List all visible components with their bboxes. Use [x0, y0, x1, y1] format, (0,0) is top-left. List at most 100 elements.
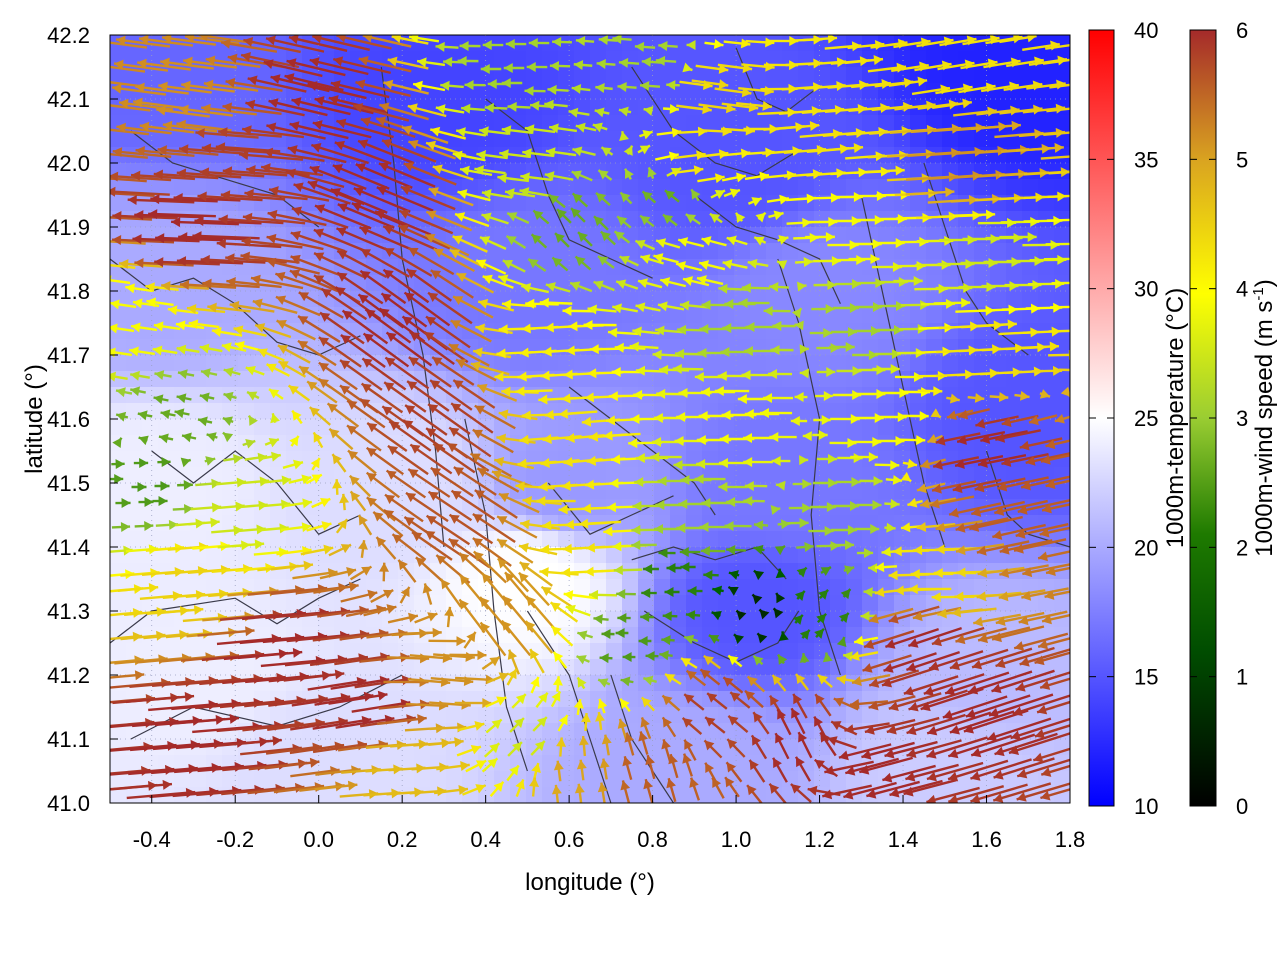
temperature-cell — [894, 419, 911, 436]
temperature-cell — [574, 483, 591, 500]
temperature-cell — [398, 275, 415, 292]
temperature-cell — [510, 531, 527, 548]
temperature-cell — [158, 179, 175, 196]
temperature-cell — [126, 355, 143, 372]
temperature-cell — [542, 371, 559, 388]
temperature-cell — [926, 307, 943, 324]
temperature-cell — [558, 419, 575, 436]
temperature-cell — [366, 771, 383, 788]
temperature-cell — [798, 179, 815, 196]
temperature-cell — [798, 467, 815, 484]
temperature-cell — [222, 403, 239, 420]
temperature-cell — [254, 355, 271, 372]
temperature-cell — [590, 771, 607, 788]
temperature-cell — [206, 659, 223, 676]
temperature-cell — [926, 355, 943, 372]
temperature-cell — [142, 531, 159, 548]
temperature-cell — [510, 515, 527, 532]
temperature-cell — [814, 547, 831, 564]
temperature-cell — [462, 67, 479, 84]
temperature-cell — [606, 771, 623, 788]
temperature-cell — [318, 467, 335, 484]
temperature-cell — [510, 611, 527, 628]
temperature-cell — [990, 355, 1007, 372]
temperature-cell — [558, 163, 575, 180]
temperature-cell — [542, 211, 559, 228]
wind-arrow-head — [89, 76, 99, 86]
temperature-cell — [798, 131, 815, 148]
temperature-cell — [750, 387, 767, 404]
wind-arrow-head — [94, 236, 103, 246]
temperature-cell — [590, 131, 607, 148]
temperature-cell — [254, 547, 271, 564]
temperature-cell — [526, 355, 543, 372]
temperature-cell — [542, 531, 559, 548]
temperature-cell — [590, 323, 607, 340]
temperature-cell — [494, 243, 511, 260]
temperature-cell — [750, 307, 767, 324]
temperature-cell — [638, 659, 655, 676]
temperature-cell — [574, 659, 591, 676]
temperature-cell — [270, 595, 287, 612]
temperature-cell — [414, 659, 431, 676]
temperature-cell — [254, 435, 271, 452]
temperature-cell — [478, 67, 495, 84]
temperature-cell — [830, 403, 847, 420]
temperature-cell — [1054, 483, 1070, 500]
temperature-cell — [318, 451, 335, 468]
temperature-cell — [590, 659, 607, 676]
temperature-cell — [238, 291, 255, 308]
temperature-cell — [958, 531, 975, 548]
temperature-cell — [830, 115, 847, 132]
temperature-cell — [622, 483, 639, 500]
temperature-cell — [254, 67, 271, 84]
temperature-cell — [190, 643, 207, 660]
temperature-cell — [958, 147, 975, 164]
temperature-cell — [510, 131, 527, 148]
temperature-cell — [254, 387, 271, 404]
temperature-cell — [830, 419, 847, 436]
temperature-cell — [190, 403, 207, 420]
temperature-cell — [846, 227, 863, 244]
temperature-cell — [702, 243, 719, 260]
temperature-cell — [830, 595, 847, 612]
temperature-cell — [718, 419, 735, 436]
temperature-cell — [126, 675, 143, 692]
temperature-cell — [398, 659, 415, 676]
temperature-cell — [782, 275, 799, 292]
temperature-cell — [126, 467, 143, 484]
temperature-cell — [766, 291, 783, 308]
temperature-cell — [910, 531, 927, 548]
temperature-cell — [782, 339, 799, 356]
temperature-cell — [462, 483, 479, 500]
temperature-cell — [974, 531, 991, 548]
temperature-cell — [878, 419, 895, 436]
temperature-cell — [574, 179, 591, 196]
temperature-cell — [126, 707, 143, 724]
temperature-cell — [510, 339, 527, 356]
temperature-cell — [1038, 419, 1055, 436]
temperature-cell — [574, 131, 591, 148]
temperature-cell — [942, 563, 959, 580]
temperature-cell — [350, 275, 367, 292]
temperature-cell — [1006, 275, 1023, 292]
temperature-cell — [110, 419, 127, 436]
temperature-cell — [526, 307, 543, 324]
temperature-cell — [414, 467, 431, 484]
temperature-cell — [158, 355, 175, 372]
temperature-cell — [558, 259, 575, 276]
temperature-cell — [398, 595, 415, 612]
temperature-cell — [158, 643, 175, 660]
temperature-cell — [382, 723, 399, 740]
temperature-cell — [222, 579, 239, 596]
temperature-cell — [798, 35, 815, 52]
temperature-cell — [446, 755, 463, 772]
temperature-cell — [446, 771, 463, 788]
temperature-cell — [366, 659, 383, 676]
temperature-cell — [174, 723, 191, 740]
temperature-cell — [926, 323, 943, 340]
temperature-cell — [782, 387, 799, 404]
temperature-cell — [734, 755, 751, 772]
temperature-cell — [542, 259, 559, 276]
temperature-cell — [718, 627, 735, 644]
